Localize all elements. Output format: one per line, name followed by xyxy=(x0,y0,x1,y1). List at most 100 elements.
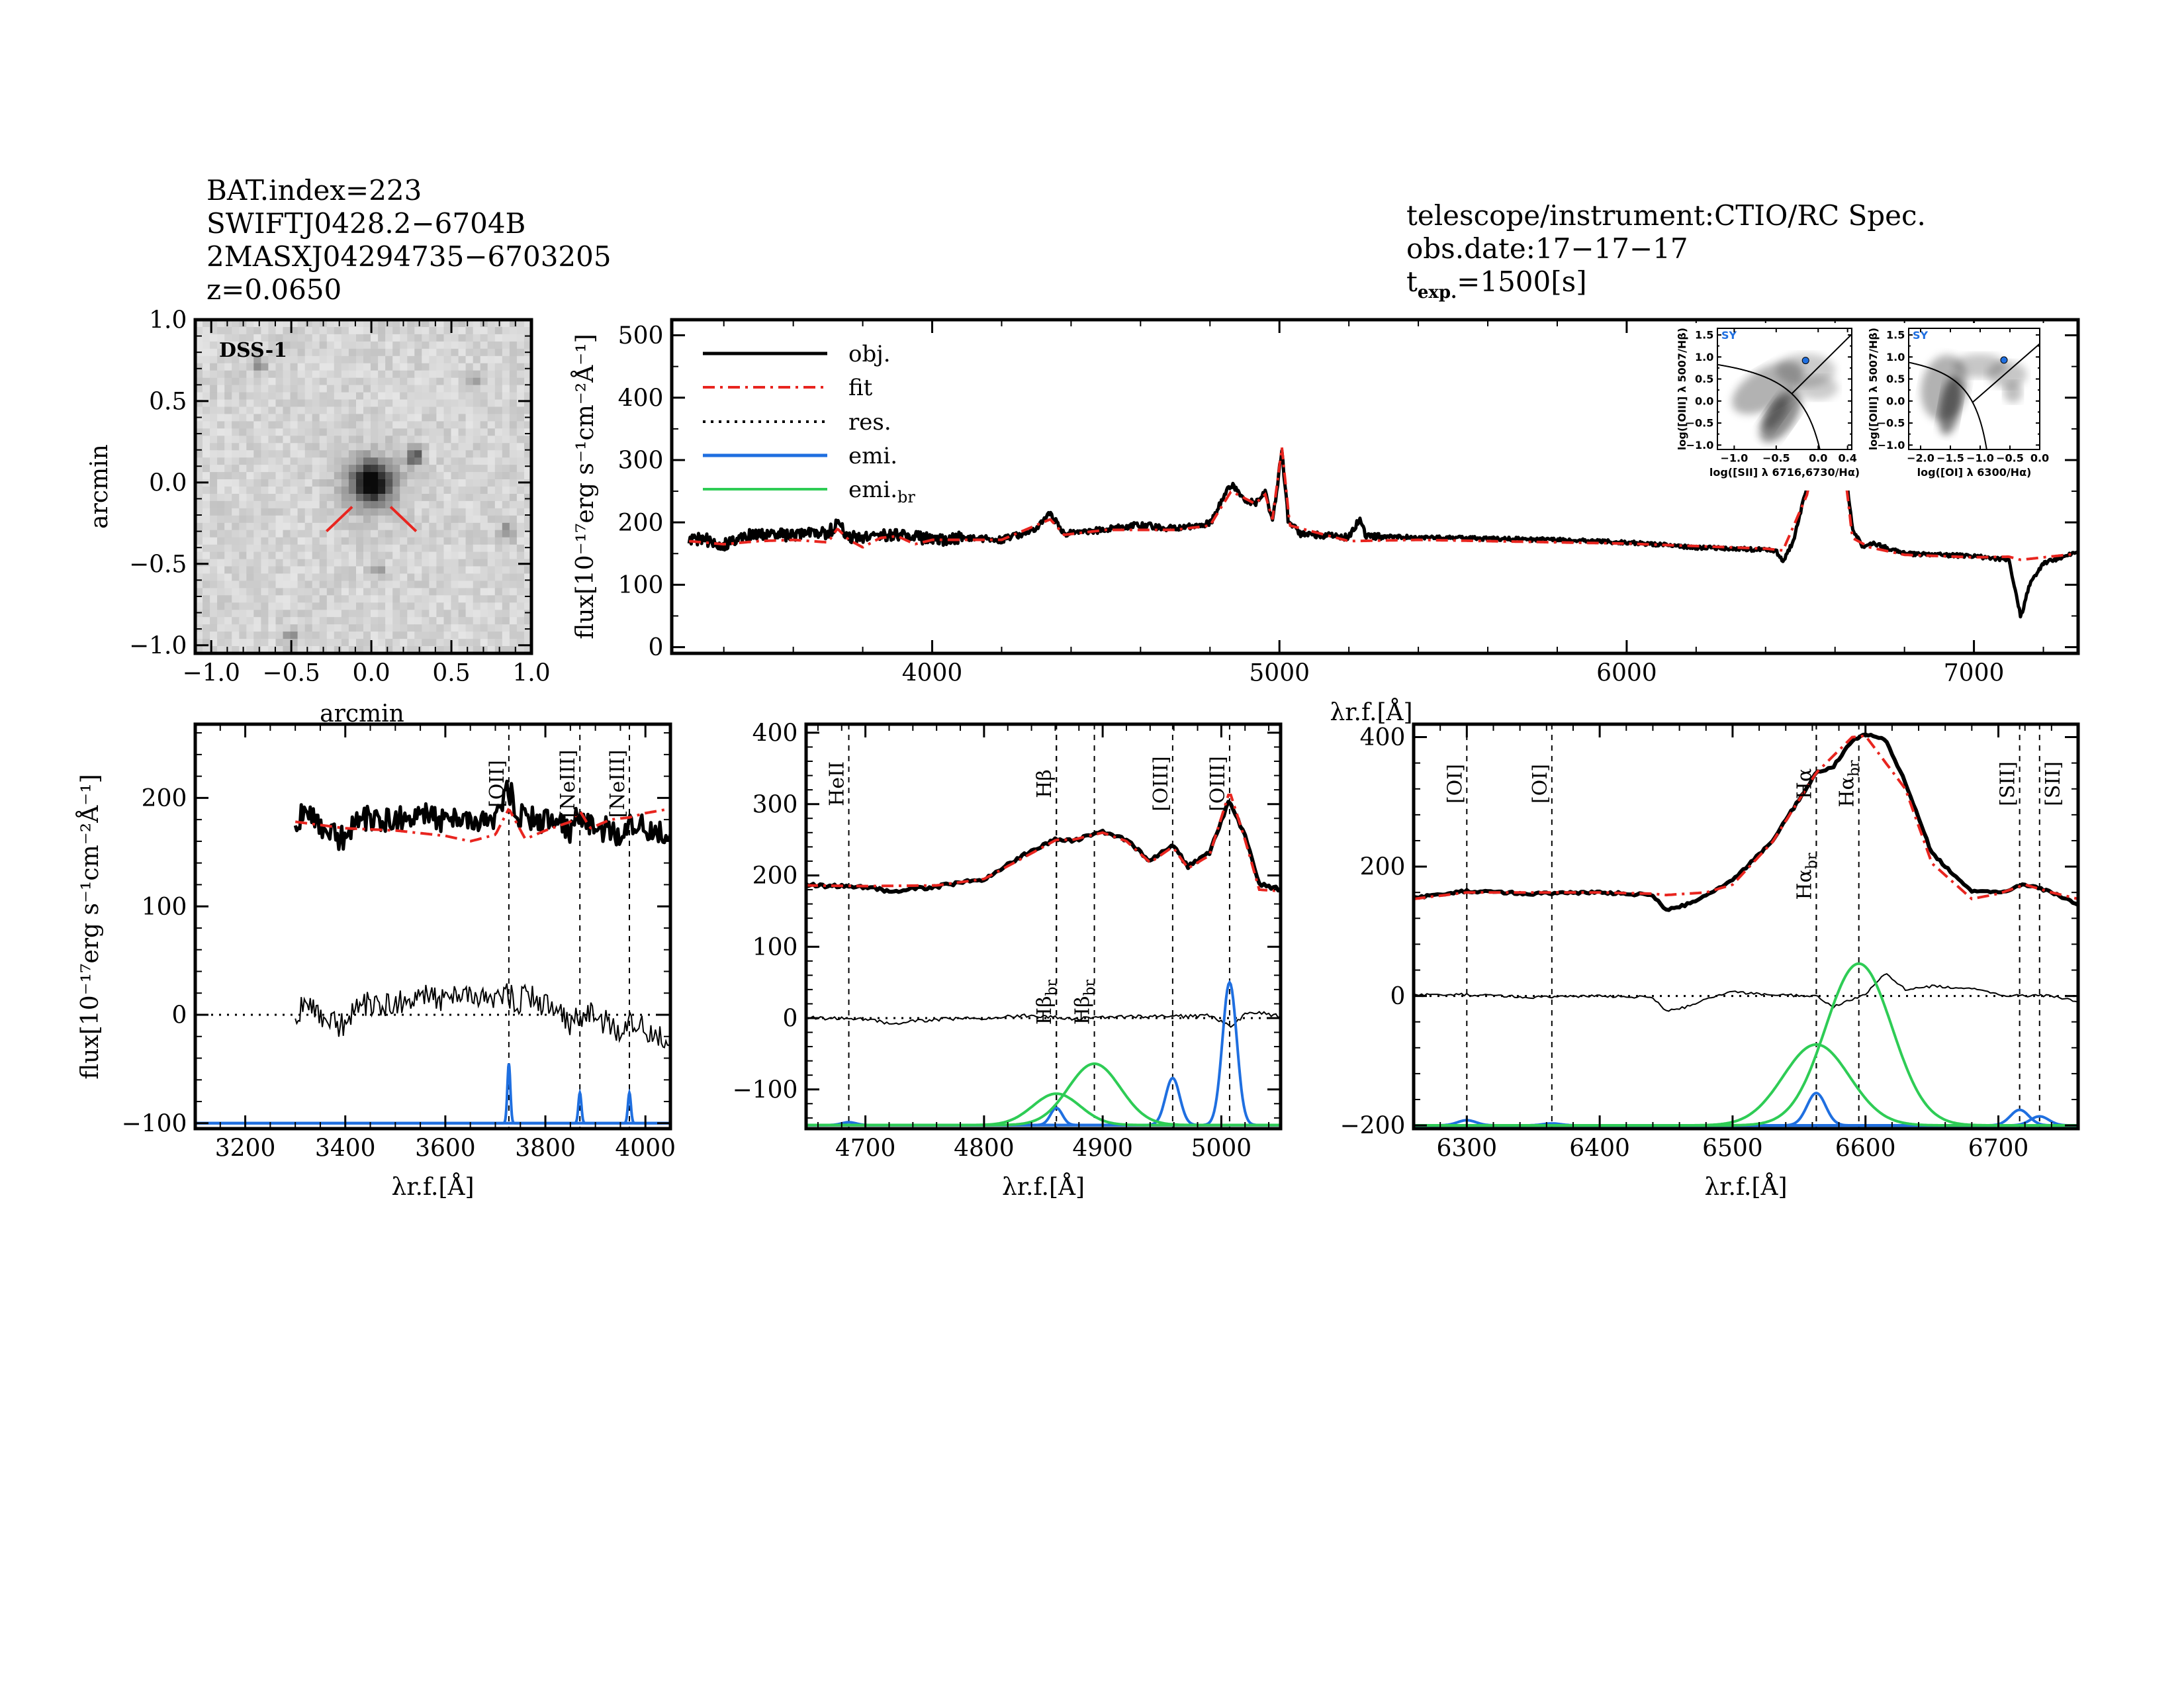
dss-pixel xyxy=(451,414,459,422)
dss-pixel xyxy=(516,334,525,342)
dss-pixel xyxy=(239,581,247,588)
exposure-t: t xyxy=(1406,265,1418,298)
dss-pixel xyxy=(480,515,488,524)
dss-pixel xyxy=(319,392,328,400)
dss-pixel xyxy=(356,487,364,494)
dss-pixel xyxy=(341,436,349,444)
dss-pixel xyxy=(494,392,503,400)
dss-pixel xyxy=(451,472,459,480)
dss-pixel xyxy=(458,544,467,553)
dss-pixel xyxy=(487,588,496,596)
dss-pixel xyxy=(363,334,371,342)
dss-pixel xyxy=(217,472,225,480)
dss-pixel xyxy=(239,399,247,408)
dss-pixel xyxy=(210,522,218,531)
dss-pixel xyxy=(458,355,467,364)
dss-pixel xyxy=(239,363,247,371)
dss-pixel xyxy=(203,530,210,538)
dss-pixel xyxy=(195,327,203,335)
x-tick-label: 0.0 xyxy=(352,659,390,686)
legend-item-emi: emi. xyxy=(703,443,897,469)
dss-pixel xyxy=(261,479,269,487)
dss-pixel xyxy=(436,602,444,610)
residual-line xyxy=(295,983,670,1049)
dss-pixel xyxy=(290,617,298,625)
dss-pixel xyxy=(392,370,400,379)
dss-pixel xyxy=(502,443,510,451)
dss-pixel xyxy=(378,370,386,379)
dss-pixel xyxy=(210,530,218,538)
dss-pixel xyxy=(253,624,261,632)
dss-pixel xyxy=(524,494,532,502)
dss-pixel xyxy=(297,566,306,575)
dss-pixel xyxy=(516,632,525,639)
y-tick-label: 200 xyxy=(1360,854,1406,881)
dss-pixel xyxy=(304,595,313,603)
dss-pixel xyxy=(480,508,488,516)
dss-pixel xyxy=(407,646,415,654)
dss-pixel xyxy=(239,573,247,582)
dss-pixel xyxy=(400,392,408,400)
dss-pixel xyxy=(363,428,371,436)
dss-pixel xyxy=(283,348,291,357)
dss-pixel xyxy=(458,559,467,567)
dss-pixel xyxy=(494,341,503,350)
dss-pixel xyxy=(480,334,488,342)
dss-pixel xyxy=(268,487,276,494)
dss-pixel xyxy=(203,551,210,560)
x-tick-label: 6700 xyxy=(1968,1135,2029,1162)
dss-pixel xyxy=(414,355,422,364)
dss-pixel xyxy=(473,443,481,451)
dss-pixel xyxy=(283,646,291,654)
plot-area xyxy=(1414,724,2078,1129)
dss-pixel xyxy=(465,624,474,632)
dss-pixel xyxy=(422,522,430,531)
dss-pixel xyxy=(400,487,408,494)
dss-pixel xyxy=(275,537,284,545)
dss-pixel xyxy=(341,450,349,458)
dss-pixel xyxy=(348,479,357,487)
dss-pixel xyxy=(465,377,474,386)
dss-pixel xyxy=(334,646,342,654)
dss-pixel xyxy=(371,508,379,516)
legend-item-emi_br: emi.br xyxy=(703,477,915,506)
dss-pixel xyxy=(210,559,218,567)
dss-pixel xyxy=(407,595,415,603)
line-label-sub: br xyxy=(1044,979,1060,996)
dss-pixel xyxy=(334,327,342,335)
dss-pixel xyxy=(312,602,320,610)
dss-pixel xyxy=(407,515,415,524)
dss-pixel xyxy=(458,581,467,588)
dss-pixel xyxy=(451,639,459,647)
dss-pixel xyxy=(326,348,335,357)
dss-pixel xyxy=(326,406,335,415)
dss-pixel xyxy=(326,363,335,371)
dss-pixel xyxy=(524,487,532,494)
dss-pixel xyxy=(195,588,203,596)
dss-pixel xyxy=(224,494,232,502)
y-tick-label: 100 xyxy=(618,572,664,599)
dss-pixel xyxy=(297,559,306,567)
dss-pixel xyxy=(385,500,393,509)
dss-pixel xyxy=(487,399,496,408)
dss-pixel xyxy=(407,632,415,639)
dss-pixel xyxy=(210,355,218,364)
dss-pixel xyxy=(283,399,291,408)
dss-pixel xyxy=(246,515,254,524)
dss-pixel xyxy=(232,522,240,531)
dss-pixel xyxy=(458,472,467,480)
dss-pixel xyxy=(268,377,276,386)
dss-pixel xyxy=(326,385,335,393)
dss-pixel xyxy=(326,494,335,502)
dss-pixel xyxy=(458,406,467,415)
dss-pixel xyxy=(487,566,496,575)
line-label: Hαbr xyxy=(1836,760,1863,808)
dss-pixel xyxy=(246,348,254,357)
dss-pixel xyxy=(363,414,371,422)
dss-pixel xyxy=(195,341,203,350)
dss-pixel xyxy=(473,370,481,379)
dss-pixel xyxy=(304,472,313,480)
dss-pixel xyxy=(429,320,437,328)
dss-pixel xyxy=(378,320,386,328)
dss-pixel xyxy=(465,370,474,379)
